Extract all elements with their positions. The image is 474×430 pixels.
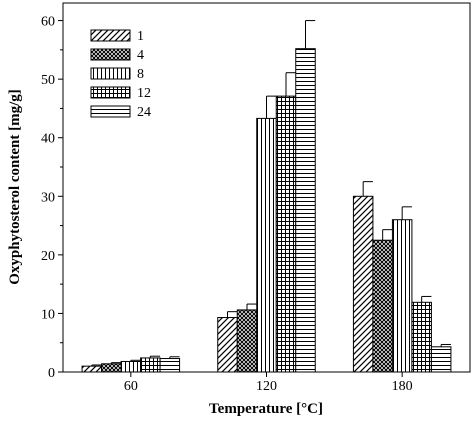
bar-1-120	[217, 317, 238, 373]
x-axis-title: Temperature [°C]	[209, 401, 323, 417]
bar-12-180	[411, 301, 432, 373]
y-axis: 0 10 20 30 40 50 60	[41, 15, 63, 381]
x-tick-label-120: 120	[256, 379, 277, 394]
y-axis-title: Oxyphytosterol content [mg/g]	[7, 89, 23, 285]
legend-swatch-4	[90, 48, 131, 61]
legend-swatch-24	[90, 105, 131, 118]
legend-label-12: 12	[137, 86, 151, 101]
bar-4-120	[236, 309, 258, 373]
legend-label-8: 8	[137, 67, 144, 82]
bar-4-60	[101, 363, 122, 373]
y-tick-label-30: 30	[41, 190, 55, 205]
y-tick-label-0: 0	[48, 366, 55, 381]
legend-swatch-8	[90, 67, 131, 80]
y-tick-label-40: 40	[41, 132, 55, 147]
bar-24-180	[430, 346, 452, 373]
x-tick-label-60: 60	[124, 379, 138, 394]
bar-8-180	[391, 219, 413, 373]
legend-swatch-1	[90, 29, 131, 42]
legend-label-24: 24	[137, 105, 151, 120]
bar-12-60	[140, 357, 161, 373]
bar-12-120	[275, 95, 297, 373]
y-tick-label-50: 50	[41, 73, 55, 88]
legend: 1 4 8 12 24	[90, 29, 151, 120]
x-tick-label-180: 180	[392, 379, 413, 394]
legend-label-4: 4	[137, 48, 144, 63]
y-tick-label-10: 10	[41, 307, 55, 322]
bar-24-60	[159, 358, 181, 373]
bar-1-180	[352, 195, 374, 373]
bar-24-120	[295, 48, 316, 373]
y-tick-label-60: 60	[41, 15, 55, 30]
legend-label-1: 1	[137, 29, 144, 44]
x-axis: 60 120 180	[124, 372, 413, 394]
error-bars	[91, 20, 451, 367]
bar-8-60	[120, 360, 142, 373]
bars	[81, 48, 452, 373]
y-tick-label-20: 20	[41, 249, 55, 264]
bar-1-60	[81, 365, 103, 373]
bar-8-120	[256, 117, 277, 373]
bar-4-180	[372, 239, 393, 373]
legend-swatch-12	[90, 86, 131, 99]
